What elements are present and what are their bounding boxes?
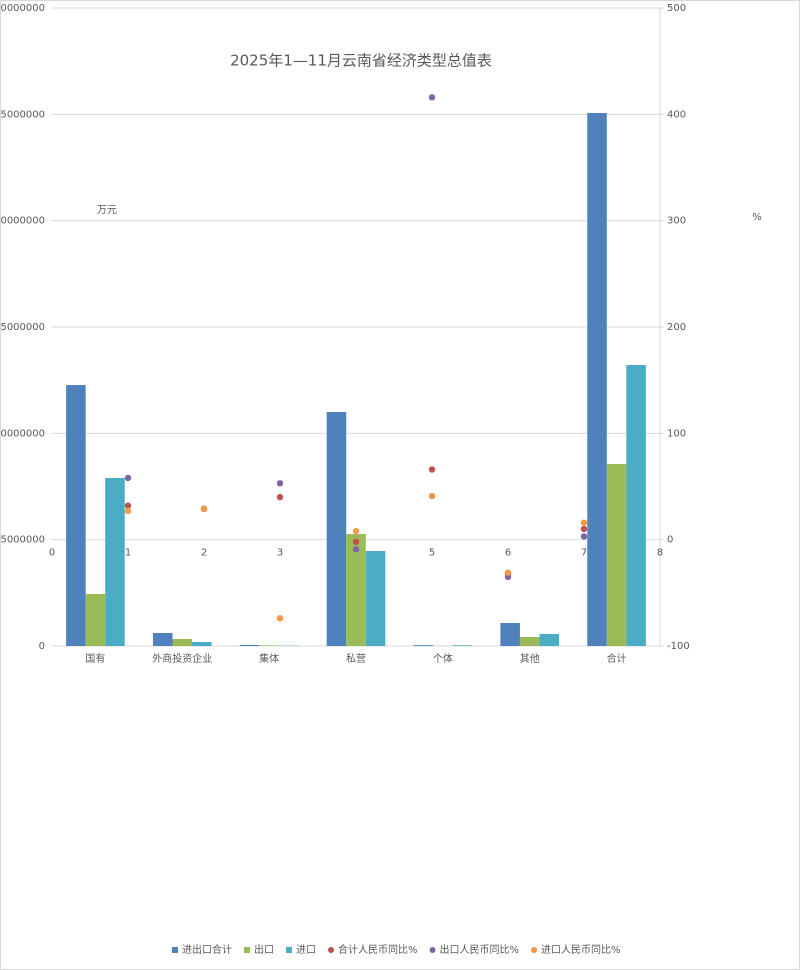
legend-label: 出口人民币同比% — [440, 943, 520, 956]
y-tick-label: 25000000 — [0, 109, 45, 120]
scatter-point — [124, 474, 132, 482]
scatter-point — [124, 507, 132, 515]
bar — [452, 645, 473, 646]
x-tick-label: 个体 — [433, 653, 453, 665]
x2-tick-label: 2 — [201, 548, 207, 559]
y2-tick-label: 500 — [667, 3, 686, 14]
bar — [152, 633, 173, 646]
y2-tick-label: 100 — [667, 428, 686, 439]
scatter-point — [276, 480, 284, 487]
y2-tick-label: 0 — [667, 535, 673, 546]
y2-tick-label: 300 — [667, 216, 686, 227]
y-axis-unit: 万元 — [97, 205, 117, 216]
x-tick-label: 国有 — [85, 652, 105, 665]
scatter-point — [504, 569, 512, 576]
x-tick-label: 其他 — [520, 652, 540, 665]
scatter-point — [428, 492, 436, 500]
y-tick-label: 0 — [39, 641, 45, 652]
y2-tick-label: -100 — [667, 641, 690, 652]
y2-tick-label: 200 — [667, 322, 686, 333]
legend-marker — [531, 947, 538, 953]
bar — [519, 637, 540, 646]
y-tick-label: 30000000 — [0, 3, 45, 14]
x2-tick-label: 1 — [125, 548, 131, 559]
x2-tick-label: 7 — [581, 548, 587, 559]
legend-marker — [328, 947, 334, 953]
y-tick-label: 20000000 — [0, 216, 45, 227]
scatter-point — [200, 505, 208, 513]
bar — [539, 634, 560, 646]
x-tick-label: 集体 — [259, 652, 279, 665]
scatter-point — [352, 527, 360, 535]
bar — [326, 412, 347, 646]
scatter-point — [276, 615, 284, 622]
chart-title: 2025年1—11月云南省经济类型总值表 — [230, 52, 492, 70]
bar — [192, 642, 212, 646]
scatter-point — [580, 525, 588, 533]
bar — [239, 645, 260, 646]
bar — [85, 594, 106, 646]
legend-label: 出口 — [254, 943, 274, 956]
bar — [365, 551, 386, 646]
bar — [587, 112, 607, 646]
legend-label: 进口 — [296, 944, 316, 956]
scatter-point — [428, 94, 436, 101]
legend-marker — [286, 947, 292, 953]
scatter-point — [428, 466, 436, 473]
scatter-point — [580, 533, 588, 540]
y-tick-label: 10000000 — [0, 428, 45, 439]
y-tick-label: 5000000 — [0, 535, 45, 546]
x-tick-label: 外商投资企业 — [152, 652, 212, 665]
y-tick-label: 15000000 — [0, 322, 45, 333]
scatter-point — [124, 502, 132, 509]
bar — [172, 639, 193, 646]
scatter-point — [352, 546, 360, 553]
x-tick-label: 合计 — [607, 652, 627, 665]
bar — [606, 463, 627, 646]
bar — [413, 645, 434, 646]
bar — [105, 477, 125, 646]
scatter-point — [352, 538, 360, 545]
legend-label: 进出口合计 — [182, 943, 232, 956]
legend-marker — [429, 947, 436, 953]
x2-tick-label: 3 — [277, 548, 283, 559]
x2-tick-label: 6 — [505, 548, 511, 559]
bar — [259, 645, 279, 646]
bar — [66, 385, 86, 646]
legend-marker — [244, 947, 250, 953]
legend-label: 进口人民币同比% — [541, 944, 621, 956]
x2-tick-label: 0 — [49, 548, 55, 559]
x-tick-label: 私营 — [346, 652, 366, 665]
bar — [626, 365, 646, 646]
legend-label: 合计人民币同比% — [338, 943, 418, 956]
scatter-point — [580, 519, 588, 526]
y2-axis-unit: % — [752, 212, 762, 223]
legend-marker — [172, 947, 178, 953]
x2-tick-label: 8 — [657, 548, 663, 559]
x2-tick-label: 5 — [429, 548, 435, 559]
bar — [346, 534, 366, 646]
y2-tick-label: 400 — [667, 109, 686, 120]
bar — [500, 623, 520, 646]
scatter-point — [276, 493, 284, 501]
